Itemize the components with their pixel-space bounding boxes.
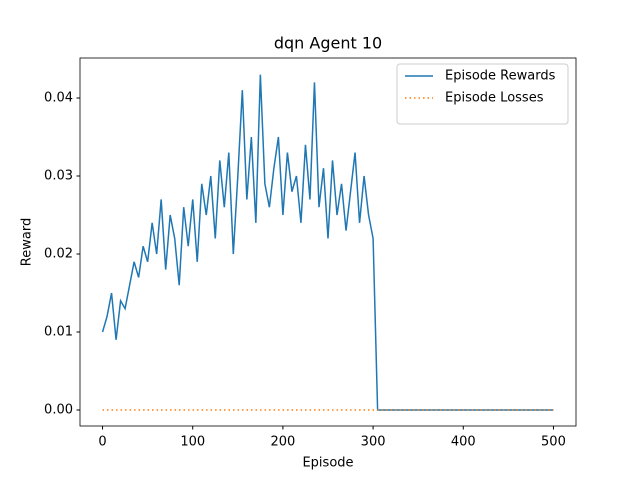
x-tick-label: 500 [541,435,566,450]
legend-box [396,63,569,125]
x-tick-label: 300 [361,435,386,450]
legend-label: Episode Rewards [445,69,556,84]
chart-title: dqn Agent 10 [274,34,382,53]
plot-frame [79,57,577,427]
y-tick-label: 0.02 [44,247,73,262]
y-tick-label: 0.00 [44,403,73,418]
x-tick-label: 0 [98,435,106,450]
y-tick-label: 0.01 [44,325,73,340]
x-tick-label: 100 [180,435,205,450]
x-tick-label: 400 [451,435,476,450]
legend-label: Episode Losses [445,91,544,106]
y-tick-label: 0.04 [44,91,73,106]
y-axis-label: Reward [20,218,35,266]
series-line [101,74,554,411]
x-tick-label: 200 [270,435,295,450]
x-axis-label: Episode [302,456,353,471]
y-tick-label: 0.03 [44,169,73,184]
